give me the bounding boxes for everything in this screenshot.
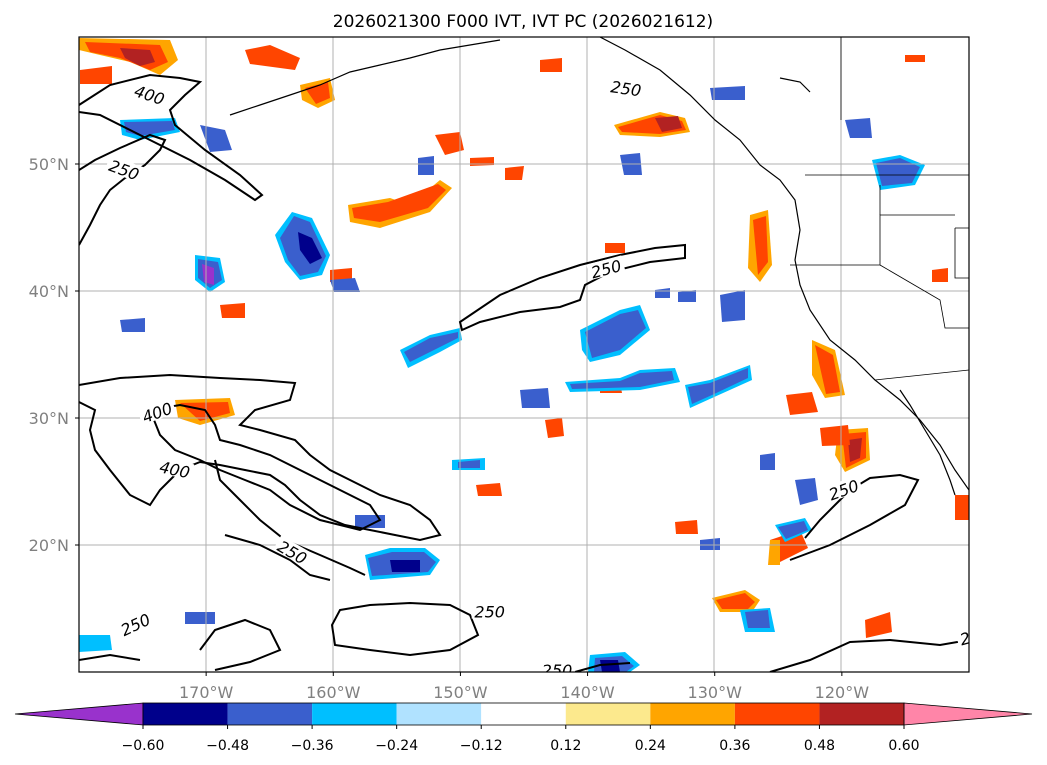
colorbar-segment <box>734 703 820 725</box>
colorbar-segment <box>650 703 735 725</box>
lon-tick-label: 150°W <box>433 683 488 702</box>
colorbar-segment <box>565 703 651 725</box>
colorbar-segment <box>227 703 313 725</box>
contour-label-text: 250 <box>609 77 642 100</box>
contour-label-bg <box>823 475 864 503</box>
colorbar-segment <box>143 703 228 725</box>
political-borders <box>790 37 969 381</box>
contour-label-bg <box>137 397 177 426</box>
positive-anomaly <box>79 38 969 638</box>
colorbar-tick-label: 0.60 <box>888 738 919 754</box>
lon-tick-label: 130°W <box>688 683 743 702</box>
contour-label-text: 250 <box>474 603 505 622</box>
lat-tick-label: 50°N <box>29 155 69 174</box>
colorbar-tick-label: 0.48 <box>804 738 835 754</box>
colorbar-segment <box>481 703 566 725</box>
contour-label: 250 <box>539 661 576 680</box>
contour-label-bg <box>155 456 195 480</box>
colorbar-tick-label: −0.24 <box>375 738 418 754</box>
lon-tick-label: 170°W <box>179 683 234 702</box>
contour-label: 250 <box>607 76 646 100</box>
lat-tick-labels: 20°N 30°N 40°N 50°N <box>29 155 79 555</box>
contour-label-bg <box>104 155 145 183</box>
contour-label-bg <box>130 80 170 108</box>
lat-tick-label: 30°N <box>29 409 69 428</box>
lat-tick-label: 40°N <box>29 282 69 301</box>
colorbar-tick-label: −0.48 <box>206 738 249 754</box>
coastlines <box>229 37 969 496</box>
contour-label: 250 <box>471 602 508 622</box>
lon-tick-labels: 170°W 160°W 150°W 140°W 130°W 120°W <box>179 672 869 702</box>
colorbar-extend-high <box>903 702 1033 726</box>
map-title: 2026021300 F000 IVT, IVT PC (2026021612) <box>333 12 713 32</box>
lat-tick-label: 20°N <box>29 536 69 555</box>
contour-label-bg <box>607 76 646 98</box>
contour-label-text: 250 <box>958 623 992 649</box>
contour-label-bg <box>115 608 155 639</box>
contour-label-bg <box>586 255 626 281</box>
lon-tick-label: 140°W <box>560 683 615 702</box>
contour-label-text: 250 <box>542 661 573 680</box>
contour-label: 250 <box>22 644 61 669</box>
colorbar-tick-label: −0.36 <box>291 738 334 754</box>
map-frame <box>78 36 970 673</box>
contour-label-bg <box>471 602 508 619</box>
colorbar-tick-labels: −0.60 −0.48 −0.36 −0.24 −0.12 0.12 0.24 0.36 0.4… <box>122 725 920 754</box>
contour-label-text: 250 <box>24 645 57 669</box>
colorbar-tick-label: −0.60 <box>122 738 165 754</box>
graticule <box>79 37 969 672</box>
colorbar-extend-low <box>14 702 144 726</box>
colorbar <box>14 702 1033 726</box>
contour-label-bg <box>273 535 313 568</box>
lon-tick-label: 160°W <box>306 683 361 702</box>
lon-tick-label: 120°W <box>815 683 870 702</box>
contour-label: 250 <box>955 622 992 649</box>
colorbar-outline <box>142 702 905 726</box>
contour-label-bg <box>539 661 576 672</box>
colorbar-tick-label: 0.24 <box>635 738 666 754</box>
contour-label-bg <box>955 622 969 648</box>
colorbar-segment <box>396 703 482 725</box>
colorbar-tick-label: 0.36 <box>719 738 750 754</box>
colorbar-segment <box>819 703 904 725</box>
colorbar-segment <box>312 703 397 725</box>
colorbar-tick-label: 0.12 <box>550 738 581 754</box>
colorbar-tick-label: −0.12 <box>460 738 503 754</box>
contour-label-bg <box>22 644 60 666</box>
ivt-contours <box>79 73 969 672</box>
